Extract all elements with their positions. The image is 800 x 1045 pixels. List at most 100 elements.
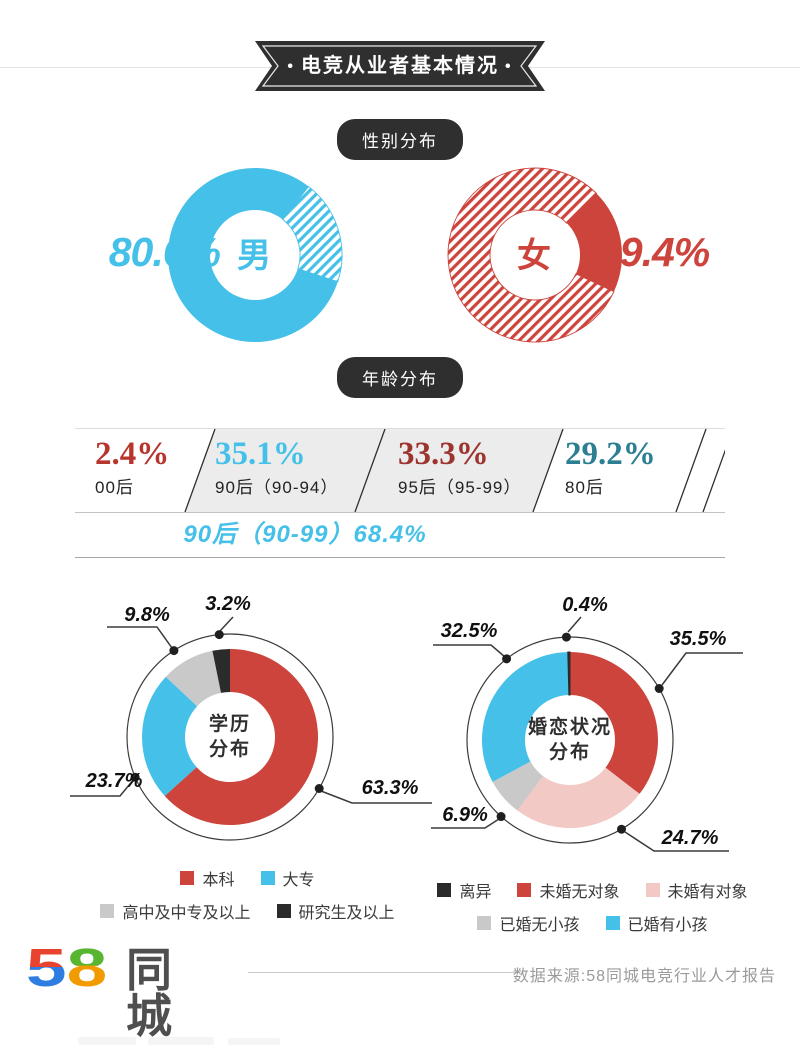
marital-segment-离异	[567, 651, 571, 696]
legend-swatch-icon	[180, 871, 195, 885]
gender-male-segment-男	[168, 167, 338, 343]
education-callout-dot	[314, 784, 324, 793]
gender-female-segment-女	[566, 193, 622, 292]
gender-male-svg: 男	[168, 167, 343, 343]
marital-callout-dot	[654, 684, 664, 693]
marital-legend-row: 已婚无小孩 已婚有小孩	[405, 911, 780, 935]
age-segment-value: 29.2%	[565, 436, 656, 472]
education-outer-ring	[126, 633, 334, 841]
legend-label: 离异	[459, 884, 492, 901]
age-band-decoration	[184, 429, 725, 512]
marital-callout-line	[624, 831, 729, 852]
legend-item-本科: 本科	[180, 866, 235, 890]
legend-label: 本科	[202, 872, 235, 889]
legend-label: 已婚有小孩	[627, 917, 708, 934]
title-left-dot-icon: •	[287, 58, 295, 75]
gender-female-segment-男	[447, 167, 615, 343]
age-band-slash	[702, 449, 725, 512]
education-legend-row: 高中及中专及以上 研究生及以上	[60, 899, 435, 923]
education-segment-高中及中专及以上	[165, 650, 222, 707]
legend-swatch-icon	[437, 883, 452, 897]
female-percentage-value: 19.4%	[598, 229, 710, 275]
education-segment-研究生及以上	[212, 649, 230, 693]
marital-segment-未婚无对象	[570, 652, 659, 794]
legend-label: 未婚无对象	[539, 884, 620, 901]
logo-58-digits: 58	[26, 941, 107, 995]
education-callout-line	[70, 778, 135, 797]
legend-item-已婚无小孩: 已婚无小孩	[477, 911, 580, 935]
legend-swatch-icon	[605, 916, 620, 930]
age-band-90s-highlight	[185, 429, 563, 512]
age-band-slash	[532, 429, 564, 512]
footer-divider-line	[248, 972, 520, 973]
logo-city-text: 同城	[126, 944, 174, 1042]
data-source-text: 数据来源:58同城电竞行业人才报告	[512, 968, 776, 985]
age-segment-category: 80后	[565, 478, 604, 497]
education-callout-value: 3.2%	[205, 593, 251, 615]
legend-item-已婚有小孩: 已婚有小孩	[605, 911, 708, 935]
age-segment-00后: 2.4% 00后	[95, 429, 169, 512]
age-highlight-strip: 90后（90-99）68.4%	[75, 512, 725, 558]
title-right-dot-icon: •	[505, 58, 513, 75]
age-band-slash	[354, 429, 386, 512]
watermark-fragment	[78, 1037, 136, 1045]
male-donut-chart: 男	[160, 160, 350, 350]
marital-callout-dot	[617, 824, 626, 834]
ribbon-banner-shape	[255, 41, 545, 91]
education-center-label: 分布	[209, 737, 251, 760]
female-donut-chart: 女	[440, 160, 630, 350]
marital-segment-未婚有对象	[517, 767, 640, 828]
section-label-gender: 性别分布	[337, 119, 463, 160]
age-segment-value: 35.1%	[215, 436, 306, 472]
education-callout-value: 9.8%	[124, 604, 170, 626]
education-callout-value: 23.7%	[85, 770, 143, 792]
education-callout-line	[320, 790, 432, 804]
logo-digit-5: 5	[26, 938, 67, 998]
education-callout-dot	[214, 630, 224, 640]
marital-center-label: 婚恋状况	[528, 715, 612, 738]
legend-swatch-icon	[100, 904, 115, 918]
education-legend: 本科 大专高中及中专及以上 研究生及以上	[60, 866, 435, 923]
age-group-total: 90后（90-99）68.4%	[183, 521, 427, 548]
marital-callout-dot	[496, 812, 506, 822]
logo-digit-8: 8	[66, 938, 108, 998]
age-band-slash	[675, 429, 707, 512]
age-band-slash	[184, 429, 216, 512]
watermark-fragment	[148, 1037, 214, 1045]
marital-callout-line	[431, 818, 500, 829]
page-title-text: 电竞从业者基本情况	[301, 55, 499, 77]
age-segment-95后（95-99）: 33.3% 95后（95-99）	[398, 429, 521, 512]
education-center-label: 学历	[209, 712, 251, 735]
gender-male-center-label: 男	[237, 237, 273, 275]
legend-swatch-icon	[477, 916, 492, 930]
education-callout-line	[219, 616, 234, 632]
page-title: • 电竞从业者基本情况 •	[255, 41, 545, 91]
marital-callout-line	[567, 616, 582, 633]
legend-label: 大专	[282, 872, 315, 889]
legend-label: 已婚无小孩	[499, 917, 580, 934]
marital-callout-dot	[561, 632, 571, 642]
age-segment-value: 33.3%	[398, 436, 489, 472]
age-distribution-band: 2.4% 00后 35.1% 90后（90-94） 33.3% 95后（95-99） 29.…	[75, 428, 725, 513]
legend-item-未婚有对象: 未婚有对象	[645, 878, 748, 902]
education-segment-大专	[142, 676, 198, 797]
title-ribbon: • 电竞从业者基本情况 •	[255, 41, 545, 91]
marital-callout-value: 6.9%	[442, 804, 488, 826]
education-legend-row: 本科 大专	[60, 866, 435, 890]
age-segment-90后（90-94）: 35.1% 90后（90-94）	[215, 429, 338, 512]
education-callout-value: 63.3%	[362, 777, 419, 799]
marital-segment-已婚有小孩	[482, 652, 569, 782]
education-donut-chart: 3.2% 9.8% 23.7% 63.3% 学历 分布	[60, 575, 435, 875]
watermark-fragment	[228, 1038, 280, 1045]
legend-label: 未婚有对象	[667, 884, 748, 901]
gender-female-center-label: 女	[517, 236, 553, 275]
marital-legend: 离异 未婚无对象 未婚有对象已婚无小孩 已婚有小孩	[405, 878, 780, 935]
legend-item-离异: 离异	[437, 878, 491, 902]
marital-center-label: 分布	[549, 740, 591, 763]
section-label-age: 年龄分布	[337, 357, 463, 398]
age-segment-category: 90后（90-94）	[215, 478, 339, 497]
marital-legend-row: 离异 未婚无对象 未婚有对象	[405, 878, 780, 902]
